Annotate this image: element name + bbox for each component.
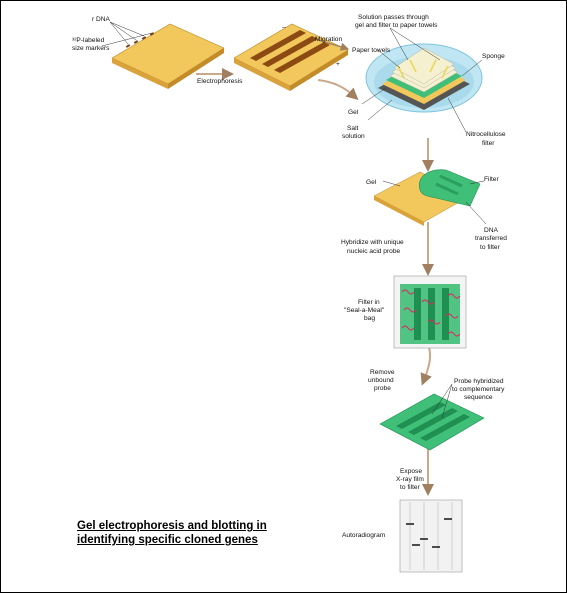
hybridized-filter: [379, 383, 485, 451]
label-filter-in-3: bag: [364, 315, 375, 322]
label-nitrocellulose-2: filter: [482, 140, 495, 147]
label-dna-transferred-1: DNA: [484, 227, 499, 234]
label-paper-towels: Paper towels: [352, 47, 391, 54]
figure-title: Gel electrophoresis and blotting in iden…: [77, 519, 337, 547]
label-expose-1: Expose: [400, 468, 422, 475]
label-nitrocellulose-1: Nitrocellulose: [466, 131, 506, 138]
label-expose-2: X-ray film: [396, 476, 424, 483]
autoradiogram-film: [399, 499, 463, 573]
label-filter-in-1: Filter in: [358, 299, 380, 306]
label-remove-1: Remove: [370, 369, 395, 376]
label-filter-in-2: "Seal-a-Meal": [344, 307, 385, 314]
label-minus: –: [282, 24, 286, 31]
seal-a-meal-bag: [393, 275, 467, 349]
label-sponge: Sponge: [482, 53, 505, 60]
label-gel-transfer: Gel: [366, 179, 377, 186]
figure-title-line-2: identifying specific cloned genes: [77, 534, 258, 546]
gel-electrophoresis: [233, 23, 350, 91]
label-probe-2: to complementary: [452, 386, 505, 393]
figure-title-line-1: Gel electrophoresis and blotting in: [77, 520, 267, 532]
label-hybridize-1: Hybridize with unique: [341, 239, 404, 246]
label-probe-1: Probe hybridized: [454, 378, 504, 385]
label-electrophoresis: Electrophoresis: [197, 78, 243, 85]
label-filter: Filter: [484, 176, 499, 183]
label-solution-2: gel and filter to paper towels: [355, 22, 438, 29]
label-dna: r DNA: [92, 16, 111, 23]
label-expose-3: to filter: [400, 484, 421, 491]
label-remove-2: unbound: [368, 377, 394, 384]
label-salt-1: Salt: [347, 125, 359, 132]
gel-filter-transfer: [373, 169, 487, 226]
label-size-markers-2: size markers: [72, 45, 110, 52]
label-dna-transferred-3: to filter: [480, 244, 501, 251]
label-solution-1: Solution passes through: [358, 14, 429, 21]
label-dna-transferred-2: transferred: [475, 235, 507, 242]
label-size-markers-1: ³²P-labeled: [72, 37, 105, 44]
label-salt-2: solution: [342, 133, 365, 140]
label-autoradiogram: Autoradiogram: [342, 532, 386, 539]
label-migration: Migration: [315, 36, 342, 43]
gel-loading: [101, 21, 225, 89]
label-hybridize-2: nucleic acid probe: [347, 248, 400, 255]
label-gel-blot: Gel: [348, 109, 359, 116]
label-remove-3: probe: [374, 385, 391, 392]
blot-apparatus: [361, 27, 483, 133]
label-plus: +: [336, 61, 340, 68]
diagram-labels: r DNA ³²P-labeled size markers Electroph…: [72, 14, 507, 539]
label-probe-3: sequence: [464, 394, 493, 401]
